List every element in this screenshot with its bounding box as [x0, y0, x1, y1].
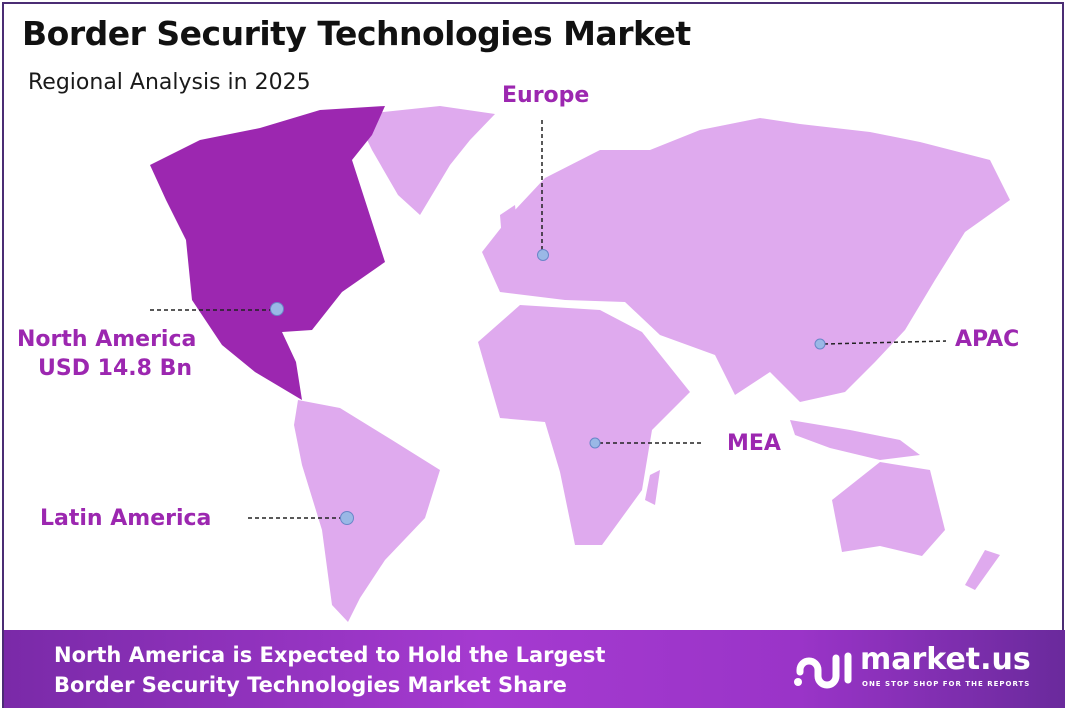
region-indonesia: [790, 420, 920, 460]
footer-line-2: Border Security Technologies Market Shar…: [54, 673, 567, 697]
europe-label: Europe: [502, 83, 590, 108]
footer-line-1: North America is Expected to Hold the La…: [54, 643, 606, 667]
mea-marker: [589, 437, 601, 449]
north-america-value: USD 14.8 Bn: [38, 356, 192, 381]
mea-label: MEA: [727, 431, 781, 456]
north-america-label: North America: [17, 327, 197, 352]
footer-text: North America is Expected to Hold the La…: [54, 640, 605, 700]
region-greenland: [355, 106, 495, 215]
apac-label: APAC: [955, 327, 1020, 352]
region-africa: [478, 305, 690, 545]
region-madagascar: [645, 470, 660, 505]
region-new-zealand: [965, 550, 1000, 590]
region-australia: [832, 462, 945, 556]
region-eurasia: [482, 118, 1010, 402]
logo-icon: [794, 652, 852, 689]
region-south-america: [294, 400, 440, 622]
apac-leader-line: [823, 340, 947, 345]
north-america-marker: [270, 302, 284, 316]
footer-banner: North America is Expected to Hold the La…: [4, 630, 1065, 708]
market-us-logo: market.us ONE STOP SHOP FOR THE REPORTS: [792, 642, 1031, 694]
logo-tagline: ONE STOP SHOP FOR THE REPORTS: [862, 680, 1031, 688]
region-uk: [500, 205, 518, 240]
latin-america-label: Latin America: [40, 506, 212, 531]
region-japan: [885, 240, 915, 305]
page-subtitle: Regional Analysis in 2025: [28, 70, 311, 95]
region-north-america: [150, 106, 385, 400]
apac-marker: [814, 338, 826, 350]
europe-marker: [537, 249, 549, 261]
latin-america-marker: [340, 511, 354, 525]
page-title: Border Security Technologies Market: [22, 14, 691, 53]
logo-wordmark: market.us: [860, 642, 1031, 677]
